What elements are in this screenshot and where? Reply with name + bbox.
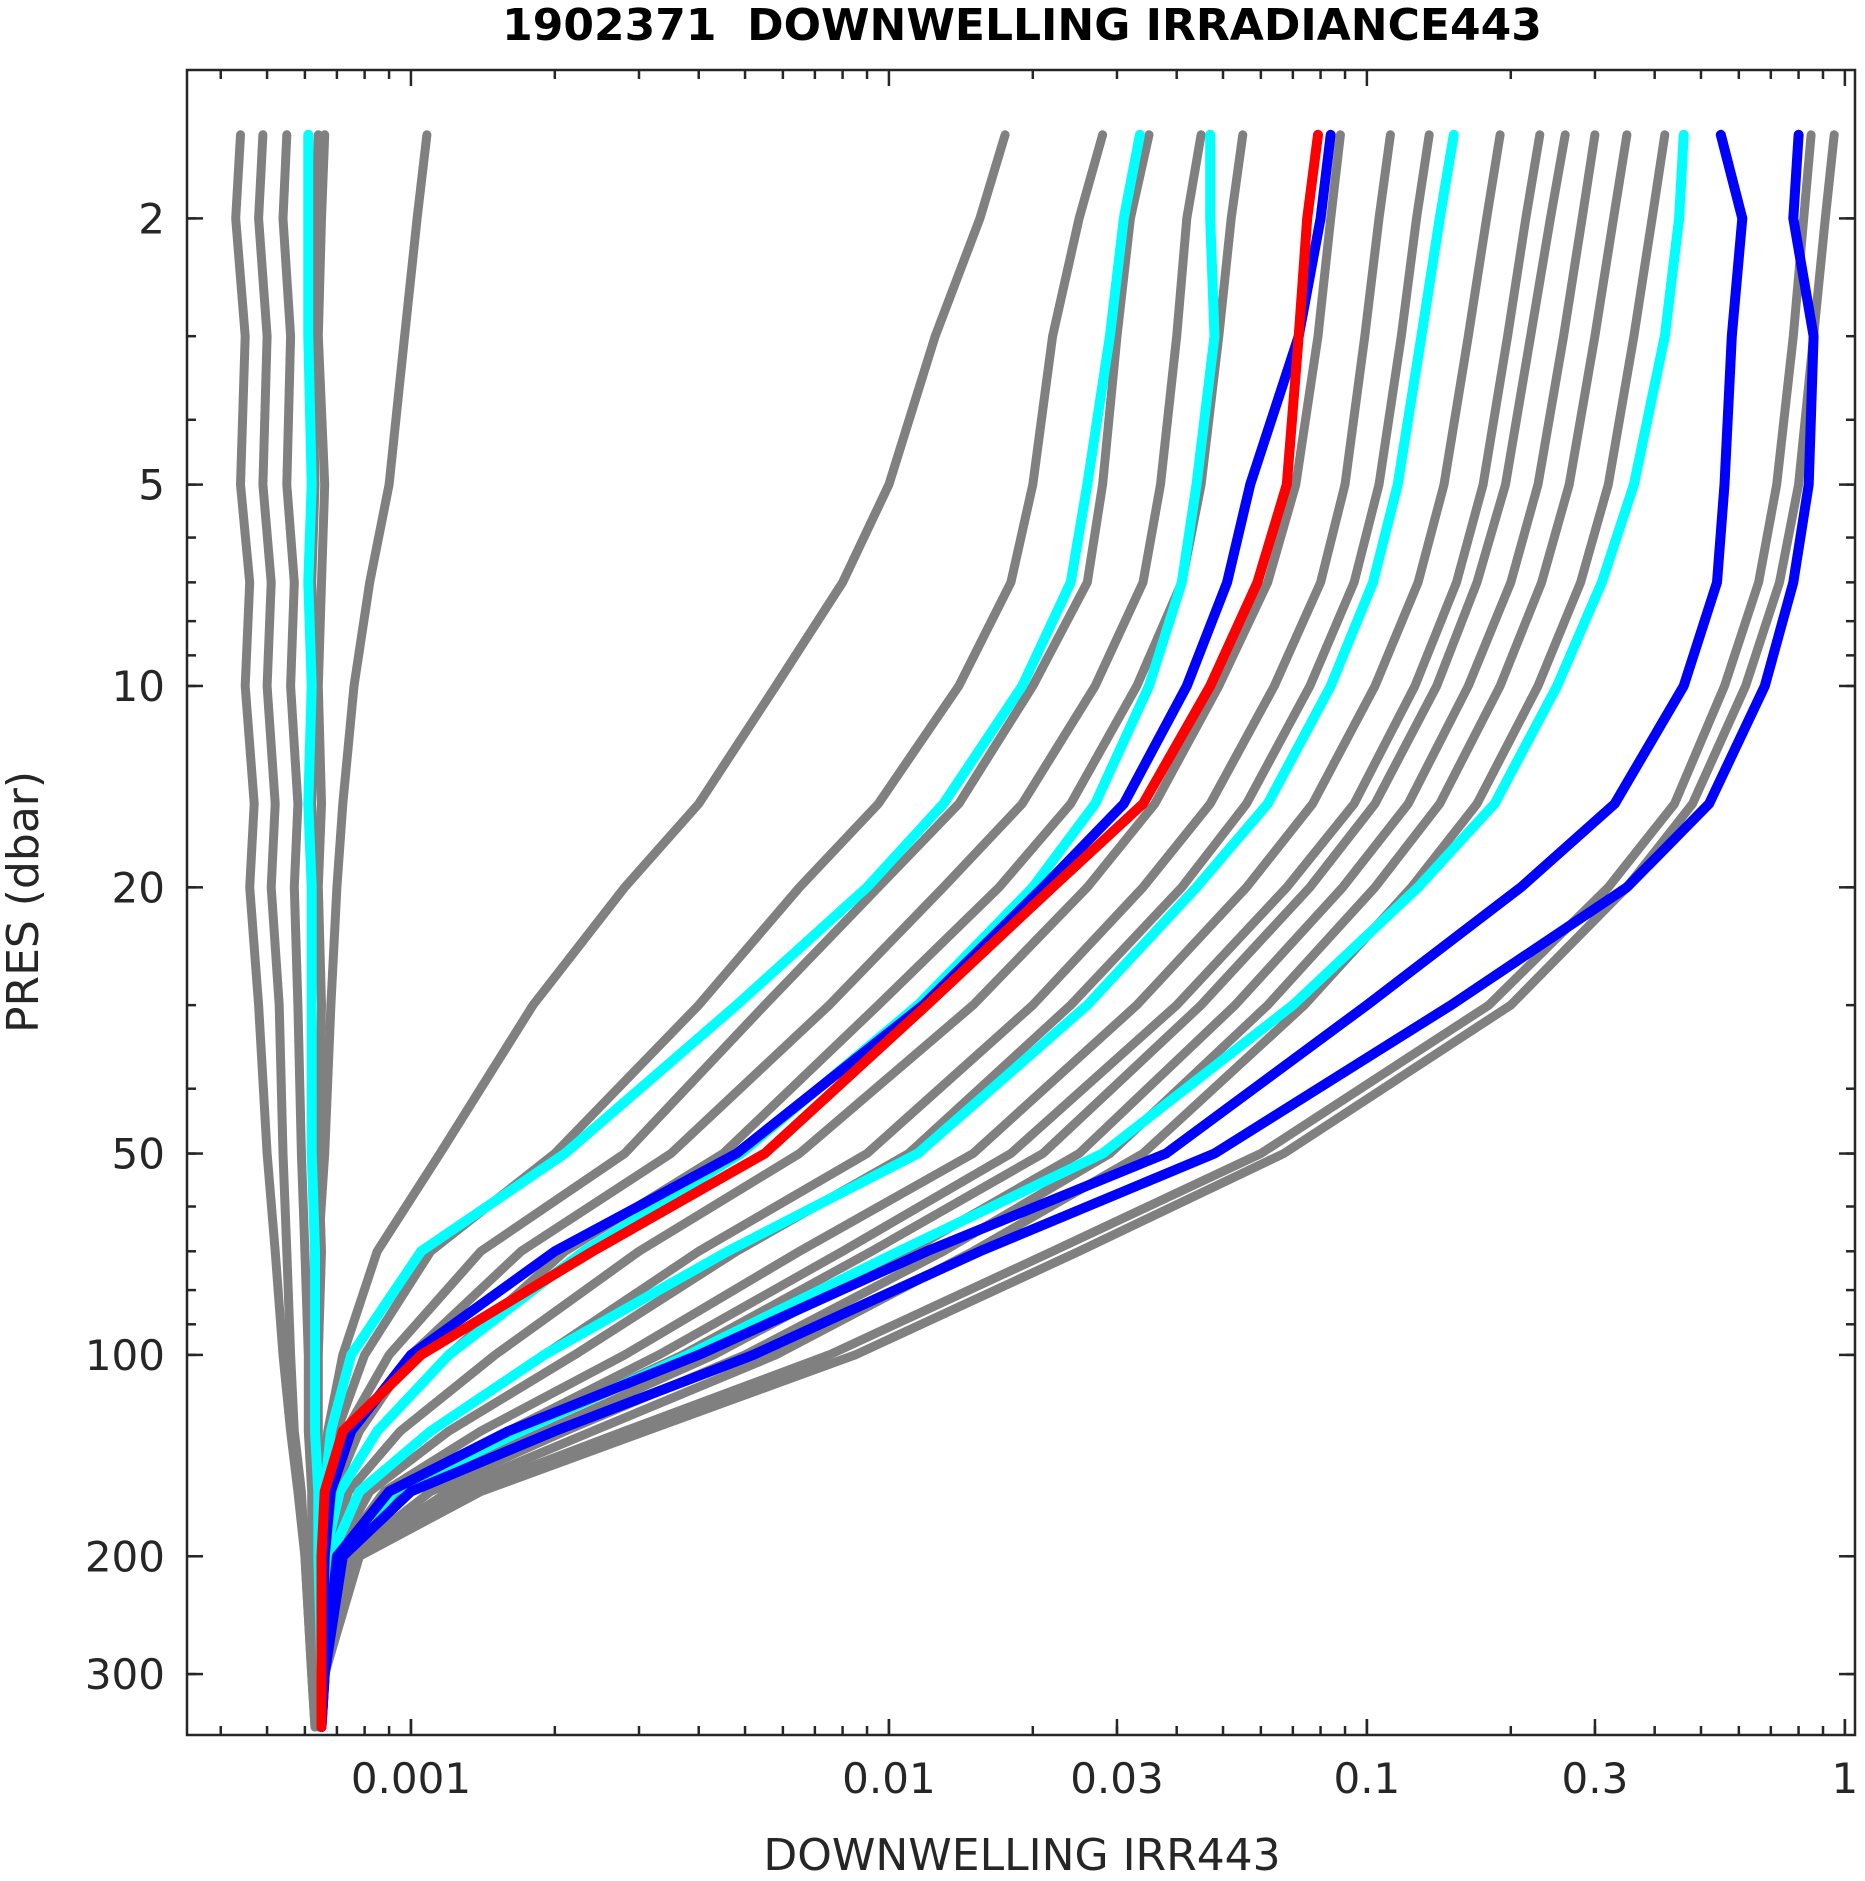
axes: 0.001 0.01 0.03 0.1 0.3 1 2 5 10 20 50 100 200 300 bbox=[85, 68, 1859, 1803]
y-axis-label: PRES (dbar) bbox=[0, 771, 49, 1033]
plot-frame bbox=[185, 68, 1857, 1737]
x-ticks: 0.001 0.01 0.03 0.1 0.3 1 bbox=[219, 70, 1859, 1803]
series-line-2-gray bbox=[254, 130, 320, 1732]
series-lines bbox=[231, 129, 1839, 1732]
x-tick-label: 0.1 bbox=[1333, 1754, 1400, 1803]
y-tick-label: 5 bbox=[138, 461, 165, 510]
x-tick-label: 0.03 bbox=[1070, 1754, 1164, 1803]
y-tick-label: 300 bbox=[85, 1650, 165, 1699]
series-line-12-gray bbox=[317, 130, 1345, 1732]
series-line-14-gray bbox=[317, 130, 1434, 1732]
y-tick-label: 20 bbox=[112, 863, 165, 912]
y-ticks: 2 5 10 20 50 100 200 300 bbox=[85, 194, 1855, 1699]
series-line-29-blue bbox=[316, 129, 1748, 1732]
series-line-19-gray bbox=[317, 130, 1632, 1732]
y-tick-label: 50 bbox=[112, 1130, 165, 1179]
x-axis-label: DOWNWELLING IRR443 bbox=[763, 1830, 1280, 1881]
y-tick-label: 100 bbox=[85, 1331, 165, 1380]
x-tick-label: 0.3 bbox=[1562, 1754, 1629, 1803]
y-tick-label: 10 bbox=[112, 662, 165, 711]
series-line-22-gray bbox=[317, 130, 1839, 1732]
y-tick-label: 200 bbox=[85, 1532, 165, 1581]
x-tick-label: 0.01 bbox=[842, 1754, 936, 1803]
series-line-21-gray bbox=[317, 130, 1816, 1732]
chart-title: 1902371 DOWNWELLING IRRADIANCE443 bbox=[502, 0, 1542, 51]
series-line-31-red bbox=[316, 129, 1323, 1732]
series-line-20-gray bbox=[317, 130, 1670, 1732]
series-line-26-cyan bbox=[316, 129, 1459, 1732]
y-tick-label: 2 bbox=[138, 194, 165, 243]
x-tick-label: 0.001 bbox=[351, 1754, 471, 1803]
series-line-23-cyan bbox=[303, 129, 327, 1732]
x-tick-label: 1 bbox=[1832, 1754, 1859, 1803]
series-line-30-blue bbox=[316, 129, 1819, 1732]
